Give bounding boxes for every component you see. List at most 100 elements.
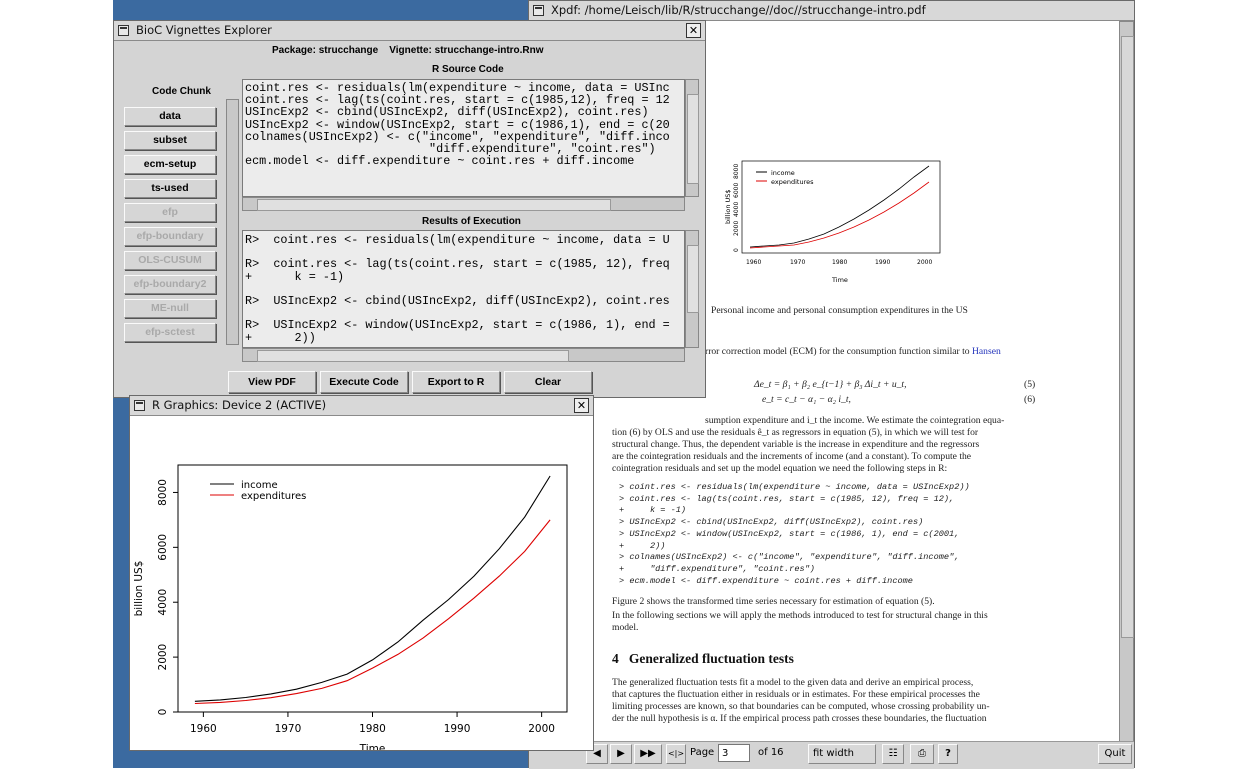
- thumb-ytick: 6000: [733, 183, 740, 198]
- series-line-income: [194, 475, 551, 702]
- zoom-select[interactable]: fit width: [808, 744, 876, 764]
- source-line: USIncExp2 <- cbind(USIncExp2, diff(USInc…: [245, 105, 649, 120]
- bioc-titlebar[interactable]: BioC Vignettes Explorer ✕: [114, 21, 705, 41]
- pdf-code-line: > coint.res <- lag(ts(coint.res, start =…: [619, 493, 955, 504]
- time-series-chart: 1960 1970 1980 1990 2000 0 2000 4000 6000 8000 Tim…: [133, 464, 568, 750]
- chunk-button-ecm-setup[interactable]: ecm-setup: [124, 155, 216, 174]
- source-vscroll[interactable]: [685, 79, 699, 197]
- equation-6-number: (6): [1024, 394, 1036, 405]
- print-icon[interactable]: ⎙: [910, 744, 934, 764]
- export-to-r-button[interactable]: Export to R: [412, 371, 500, 393]
- legend-label-income: income: [241, 480, 278, 491]
- history-button[interactable]: <|>: [666, 744, 686, 764]
- paragraph-line: cointegration residuals and set up the m…: [612, 463, 948, 474]
- paragraph-line: structural change. Thus, the dependent v…: [612, 439, 980, 450]
- chunk-button-ols-cusum[interactable]: OLS-CUSUM: [124, 251, 216, 270]
- source-code-pane[interactable]: coint.res <- residuals(lm(expenditure ~ …: [242, 79, 685, 197]
- bioc-window: BioC Vignettes Explorer ✕ Package: struc…: [113, 20, 706, 398]
- pdf-figure: income expenditures billion US$ Time 196…: [724, 160, 941, 284]
- source-line: colnames(USIncExp2) <- c("income", "expe…: [245, 129, 670, 144]
- page-label: Page: [690, 747, 715, 758]
- source-hscroll[interactable]: [242, 197, 685, 211]
- series-line-expenditures: [194, 519, 551, 705]
- result-line: + k = -1): [245, 269, 345, 284]
- pdf-code-line: > USIncExp2 <- cbind(USIncExp2, diff(USI…: [619, 517, 924, 528]
- result-line: R> USIncExp2 <- cbind(USIncExp2, diff(US…: [245, 294, 670, 309]
- xpdf-titlebar[interactable]: Xpdf: /home/Leisch/lib/R/strucchange//do…: [529, 1, 1134, 21]
- chunk-button-efp-boundary2[interactable]: efp-boundary2: [124, 275, 216, 294]
- results-pane[interactable]: R> coint.res <- residuals(lm(expenditure…: [242, 230, 685, 348]
- result-line: R> USIncExp2 <- window(USIncExp2, start …: [245, 318, 670, 333]
- xpdf-vertical-scrollbar[interactable]: [1119, 21, 1134, 745]
- help-icon[interactable]: ?: [938, 744, 958, 764]
- thumb-xtick: 1980: [832, 259, 847, 266]
- thumb-legend-income: income: [771, 169, 795, 177]
- results-vscroll[interactable]: [685, 230, 699, 348]
- pdf-code-line: > coint.res <- residuals(lm(expenditure …: [619, 482, 970, 492]
- rgraphics-window: R Graphics: Device 2 (ACTIVE) ✕ 1960 1970…: [129, 395, 594, 751]
- chunk-button-efp-sctest[interactable]: efp-sctest: [124, 323, 216, 342]
- result-line: R> coint.res <- lag(ts(coint.res, start …: [245, 257, 670, 272]
- legend-label-expenditures: expenditures: [241, 491, 306, 502]
- chunk-button-efp[interactable]: efp: [124, 203, 216, 222]
- y-axis-label: billion US$: [133, 561, 145, 617]
- y-tick-label: 6000: [157, 534, 169, 561]
- package-line: Package: strucchange Vignette: strucchan…: [272, 45, 544, 56]
- next-page-button[interactable]: ▶: [610, 744, 632, 764]
- y-tick-label: 8000: [157, 479, 169, 506]
- chunk-list-scrollbar[interactable]: [226, 99, 239, 345]
- window-menu-icon[interactable]: [533, 5, 544, 16]
- scroll-thumb[interactable]: [1121, 36, 1134, 638]
- pdf-code-line: > colnames(USIncExp2) <- c("income", "ex…: [619, 552, 960, 563]
- result-line: R> coint.res <- residuals(lm(expenditure…: [245, 233, 670, 247]
- equation-5-number: (5): [1024, 379, 1036, 390]
- source-header: R Source Code: [432, 64, 504, 75]
- source-line: coint.res <- lag(ts(coint.res, start = c…: [245, 93, 670, 108]
- results-hscroll[interactable]: [242, 348, 685, 362]
- last-page-button[interactable]: ▶▶: [634, 744, 662, 764]
- paragraph-line: sumption expenditure and i_t the income.…: [705, 415, 1005, 426]
- page-count: of 16: [758, 747, 784, 758]
- paragraph-line: tion (6) by OLS and use the residuals ê_…: [612, 427, 979, 438]
- rgraphics-title: R Graphics: Device 2 (ACTIVE): [152, 398, 327, 412]
- result-line: + 2)): [245, 330, 316, 345]
- thumb-ytick: 8000: [733, 164, 740, 179]
- thumb-xlabel: Time: [831, 276, 848, 284]
- thumb-ylabel: billion US$: [724, 189, 732, 224]
- thumb-xtick: 2000: [917, 259, 932, 266]
- source-line: ecm.model <- diff.expenditure ~ coint.re…: [245, 154, 635, 169]
- thumb-xtick: 1990: [875, 259, 890, 266]
- window-menu-icon[interactable]: [118, 25, 129, 36]
- chunk-button-subset[interactable]: subset: [124, 131, 216, 150]
- chunk-button-ts-used[interactable]: ts-used: [124, 179, 216, 198]
- thumb-xtick: 1970: [790, 259, 805, 266]
- xpdf-title: Xpdf: /home/Leisch/lib/R/strucchange//do…: [551, 3, 926, 17]
- clear-button[interactable]: Clear: [504, 371, 592, 393]
- hansen-link[interactable]: Hansen: [971, 346, 1001, 357]
- quit-button[interactable]: Quit: [1098, 744, 1132, 764]
- equation-6: e_t = c_t − α₁ − α₂ i_t,: [762, 394, 851, 405]
- close-icon[interactable]: ✕: [574, 398, 589, 413]
- paragraph-line: that captures the fluctuation either in …: [612, 689, 980, 700]
- x-tick-label: 2000: [528, 723, 555, 735]
- view-pdf-button[interactable]: View PDF: [228, 371, 316, 393]
- paragraph-line: are the cointegration residuals and the …: [612, 451, 972, 462]
- x-tick-label: 1980: [359, 723, 386, 735]
- pdf-code-line: + 2)): [619, 540, 666, 551]
- window-menu-icon[interactable]: [134, 400, 145, 411]
- find-icon[interactable]: ☷: [882, 744, 904, 764]
- thumb-ytick: 0: [733, 248, 740, 252]
- execute-code-button[interactable]: Execute Code: [320, 371, 408, 393]
- page-number-input[interactable]: 3: [718, 744, 750, 762]
- source-line: "diff.expenditure", "coint.res"): [245, 142, 656, 157]
- paragraph-line: model.: [612, 622, 639, 633]
- chunk-button-data[interactable]: data: [124, 107, 216, 126]
- chunk-button-me-null[interactable]: ME-null: [124, 299, 216, 318]
- source-line: coint.res <- residuals(lm(expenditure ~ …: [245, 81, 670, 95]
- close-icon[interactable]: ✕: [686, 23, 701, 38]
- paragraph-line: der the null hypothesis is α. If the emp…: [612, 713, 987, 724]
- x-tick-label: 1960: [190, 723, 217, 735]
- chunk-button-efp-boundary[interactable]: efp-boundary: [124, 227, 216, 246]
- rgraphics-titlebar[interactable]: R Graphics: Device 2 (ACTIVE) ✕: [130, 396, 593, 416]
- thumb-xtick: 1960: [746, 259, 761, 266]
